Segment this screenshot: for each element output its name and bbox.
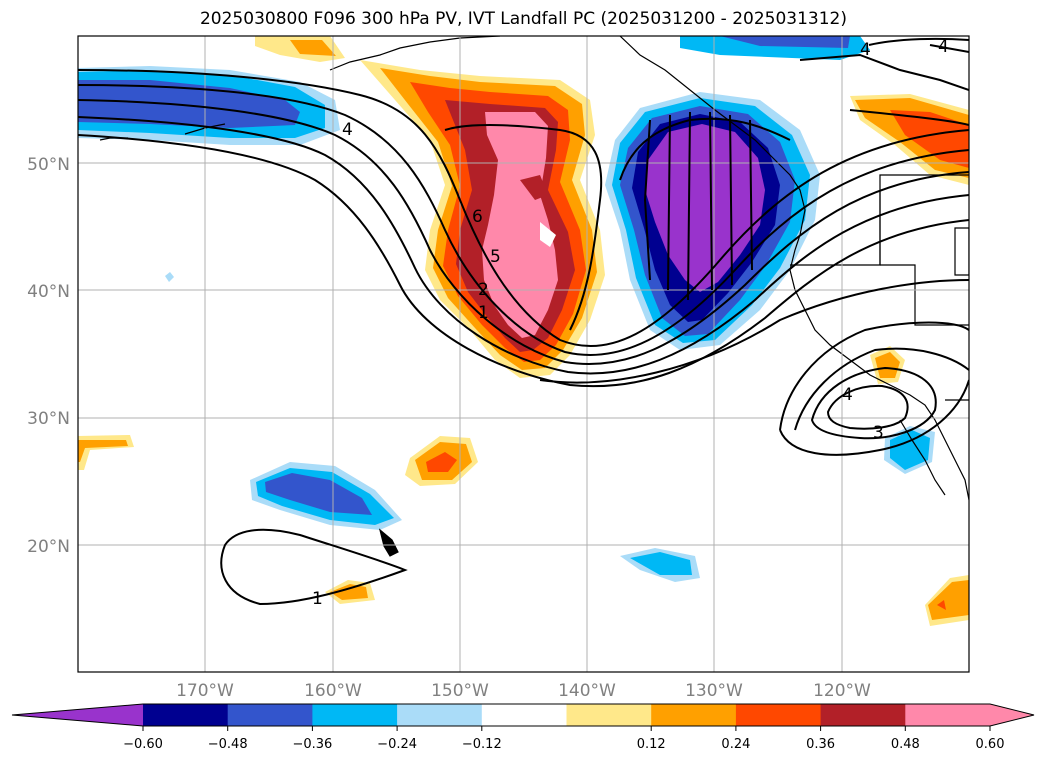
colorbar-tick-label: 0.36 <box>806 737 835 752</box>
contour-label: 1 <box>478 303 489 323</box>
pos-anomaly-bottom-right <box>925 575 969 626</box>
colorbar-tick-label: 0.12 <box>637 737 666 752</box>
colorbar-segment <box>651 704 737 726</box>
contour-label: 2 <box>478 280 489 300</box>
contour-label: 4 <box>342 120 353 140</box>
lat-tick-label: 50°N <box>27 155 70 175</box>
contour-label: 5 <box>490 247 501 267</box>
colorbar-segment <box>481 704 567 726</box>
colorbar-segment <box>312 704 398 726</box>
contour-label: 4 <box>938 37 949 57</box>
colorbar-segment <box>735 704 822 726</box>
neg-anomaly-speck <box>165 272 174 282</box>
neg-anomaly-hawaii-north <box>250 462 402 530</box>
neg-anomaly-subtropics-core <box>630 552 692 575</box>
pos-anomaly-top-left-core <box>290 40 336 56</box>
colorbar-tick-label: −0.36 <box>292 737 332 752</box>
lat-tick-labels: 50°N 40°N 30°N 20°N <box>27 155 70 557</box>
colorbar-segment <box>566 704 652 726</box>
colorbar-segment <box>227 704 313 726</box>
lon-tick-label: 140°W <box>558 681 616 701</box>
lon-tick-label: 170°W <box>176 681 234 701</box>
neg-anomaly-baja-core <box>890 430 930 470</box>
lat-tick-label: 40°N <box>27 282 70 302</box>
lon-tick-labels: 170°W 160°W 150°W 140°W 130°W 120°W <box>176 681 871 701</box>
lon-tick-label: 130°W <box>685 681 743 701</box>
contour-label: 6 <box>472 207 483 227</box>
colorbar-tick-label: −0.48 <box>208 737 248 752</box>
map-frame <box>77 35 970 673</box>
colorbar-segment <box>820 704 906 726</box>
gridlines <box>78 36 969 672</box>
colorbar-tick-label: −0.12 <box>462 737 502 752</box>
contour-label: 3 <box>873 423 884 443</box>
pv-contours <box>78 37 969 606</box>
lat-tick-label: 20°N <box>27 537 70 557</box>
lat-tick-label: 30°N <box>27 409 70 429</box>
lon-tick-label: 160°W <box>304 681 362 701</box>
contour-label: 1 <box>312 589 323 609</box>
colorbar-tick-label: 0.60 <box>976 737 1005 752</box>
neg-anomaly-top-core <box>720 36 850 48</box>
pos-anomaly-west-edge-core <box>78 440 128 462</box>
colorbar-extend-low <box>12 704 143 726</box>
colorbar-tick-label: −0.60 <box>123 737 163 752</box>
lon-tick-label: 120°W <box>813 681 871 701</box>
colorbar-segment <box>905 704 991 726</box>
map-title: 2025030800 F096 300 hPa PV, IVT Landfall… <box>199 9 847 29</box>
colorbar-segment <box>143 704 229 726</box>
map-plot-area: 4 4 4 6 5 2 1 4 3 1 <box>78 36 969 672</box>
contour-label: 4 <box>860 40 871 60</box>
lon-tick-label: 150°W <box>431 681 489 701</box>
contour-label: 4 <box>842 385 853 405</box>
contour-label-group: 4 4 4 6 5 2 1 4 3 1 <box>312 37 949 609</box>
colorbar-tick-label: 0.24 <box>721 737 750 752</box>
colorbar-extend-high <box>990 704 1034 726</box>
pos-anomaly-socal-core <box>875 352 900 378</box>
pos-anomaly-hawaii-south-core <box>330 584 368 600</box>
colorbar-segment <box>397 704 483 726</box>
colorbar-tick-label: −0.24 <box>377 737 417 752</box>
colorbar: −0.60 −0.48 −0.36 −0.24 −0.12 0.12 0.24 0.36 0.4… <box>11 703 1035 752</box>
colorbar-tick-label: 0.48 <box>891 737 920 752</box>
